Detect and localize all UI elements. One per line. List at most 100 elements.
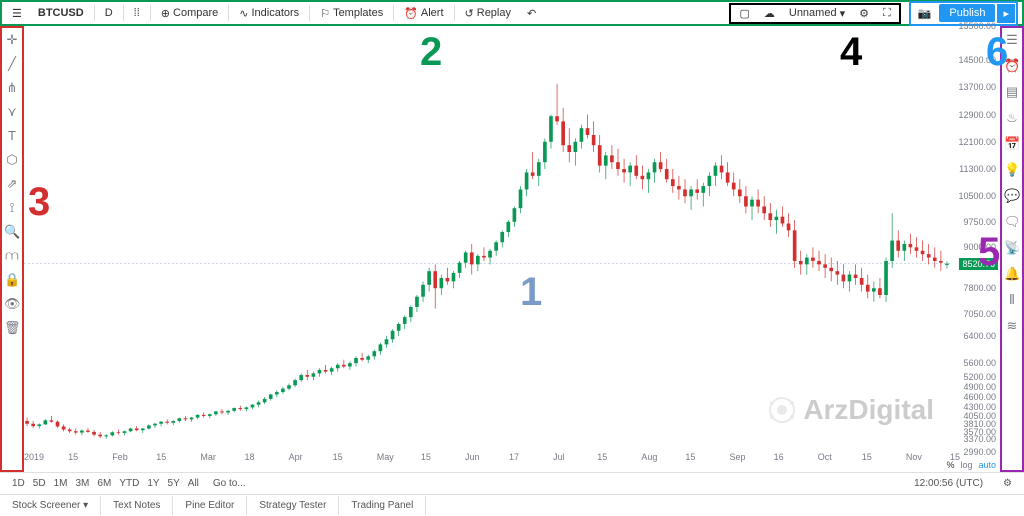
price-tick: 5200.00 xyxy=(963,372,996,382)
time-tick: 15 xyxy=(685,452,695,462)
pitchfork-icon[interactable]: ⋎ xyxy=(4,104,20,120)
time-axis[interactable]: 201915Feb15Mar18Apr15May15Jun17Jul15Aug1… xyxy=(24,452,950,472)
indicators-button[interactable]: ∿ Indicators xyxy=(233,5,305,22)
pattern-icon[interactable]: ⬡ xyxy=(4,152,20,168)
dom-icon[interactable]: ⫴ xyxy=(1004,292,1020,308)
time-tick: Apr xyxy=(289,452,303,462)
price-axis[interactable]: 15500.0014500.0013700.0012900.0012100.00… xyxy=(950,26,1000,452)
goto-button[interactable]: Go to... xyxy=(209,476,250,491)
time-tick: 15 xyxy=(156,452,166,462)
order-panel-icon[interactable]: ≋ xyxy=(1004,318,1020,334)
cursor-icon[interactable]: ✛ xyxy=(4,32,20,48)
interval-3M[interactable]: 3M xyxy=(72,476,94,491)
data-window-icon[interactable]: ▤ xyxy=(1004,84,1020,100)
templates-button[interactable]: ⚐ Templates xyxy=(314,5,389,22)
chart-canvas[interactable] xyxy=(24,26,950,452)
price-tick: 7800.00 xyxy=(963,283,996,293)
time-tick: Mar xyxy=(200,452,216,462)
percent-scale[interactable]: % xyxy=(946,460,954,470)
time-tick: 2019 xyxy=(24,452,44,462)
forecast-icon[interactable]: ⇗ xyxy=(4,176,20,192)
interval-YTD[interactable]: YTD xyxy=(115,476,143,491)
price-tick: 10500.00 xyxy=(958,191,996,201)
time-tick: 15 xyxy=(862,452,872,462)
time-tick: 15 xyxy=(333,452,343,462)
watchlist-icon[interactable]: ☰ xyxy=(1004,32,1020,48)
time-tick: Jul xyxy=(553,452,565,462)
interval-5D[interactable]: 5D xyxy=(29,476,50,491)
publish-button[interactable]: Publish xyxy=(939,4,995,22)
symbol-selector[interactable]: BTCUSD xyxy=(32,5,90,21)
chat-icon[interactable]: 💬 xyxy=(1004,188,1020,204)
current-price-badge: 8520.76 xyxy=(959,258,998,270)
interval-1D[interactable]: 1D xyxy=(8,476,29,491)
axis-settings-icon[interactable]: ⚙ xyxy=(999,476,1016,491)
hide-icon[interactable]: 👁 xyxy=(4,296,20,312)
time-tick: May xyxy=(377,452,394,462)
log-scale[interactable]: log xyxy=(960,460,972,470)
compare-button[interactable]: ⊕ Compare xyxy=(155,5,224,22)
drawing-toolbar: ✛ ╱ ⋔ ⋎ T ⬡ ⇗ ⟟ 🔍 ⩋ 🔒 👁 🗑 xyxy=(0,26,24,472)
measure-icon[interactable]: ⟟ xyxy=(4,200,20,216)
price-tick: 4900.00 xyxy=(963,382,996,392)
price-tick: 7050.00 xyxy=(963,309,996,319)
clock-label: 12:00:56 (UTC) xyxy=(914,478,983,489)
tab-trading-panel[interactable]: Trading Panel xyxy=(339,496,426,515)
scale-controls: % log auto xyxy=(946,460,996,470)
tab-pine-editor[interactable]: Pine Editor xyxy=(173,496,247,515)
auto-scale[interactable]: auto xyxy=(978,460,996,470)
undo-icon[interactable]: ↶ xyxy=(521,5,542,22)
features-toolbar: ☰ ⏰ ▤ ♨ 📅 💡 💬 🗨 📡 🔔 ⫴ ≋ xyxy=(1000,26,1024,472)
replay-button[interactable]: ↺ Replay xyxy=(459,5,517,22)
interval-All[interactable]: All xyxy=(184,476,203,491)
price-tick: 11300.00 xyxy=(959,164,996,174)
cloud-save-icon[interactable]: ☁ xyxy=(758,5,781,22)
settings-icon[interactable]: ⚙ xyxy=(853,5,875,22)
price-tick: 5600.00 xyxy=(963,358,996,368)
tab-stock-screener[interactable]: Stock Screener ▾ xyxy=(0,496,101,515)
hotlist-icon[interactable]: ♨ xyxy=(1004,110,1020,126)
trash-icon[interactable]: 🗑 xyxy=(4,320,20,336)
interval-1M[interactable]: 1M xyxy=(50,476,72,491)
price-tick: 2990.00 xyxy=(963,447,996,457)
publish-more-icon[interactable]: ▸ xyxy=(997,4,1015,23)
time-tick: Aug xyxy=(641,452,657,462)
lock-icon[interactable]: 🔒 xyxy=(4,272,20,288)
price-tick: 12100.00 xyxy=(958,137,996,147)
tab-text-notes[interactable]: Text Notes xyxy=(101,496,173,515)
text-icon[interactable]: T xyxy=(4,128,20,144)
zoom-icon[interactable]: 🔍 xyxy=(4,224,20,240)
time-tick: Jun xyxy=(465,452,480,462)
snapshot-icon[interactable]: 📷 xyxy=(912,5,938,22)
fib-icon[interactable]: ⋔ xyxy=(4,80,20,96)
interval-6M[interactable]: 6M xyxy=(93,476,115,491)
notifications-icon[interactable]: 🔔 xyxy=(1004,266,1020,282)
layout-name[interactable]: Unnamed ▾ xyxy=(783,5,851,22)
calendar-icon[interactable]: 📅 xyxy=(1004,136,1020,152)
layout-grid-icon[interactable]: ▢ xyxy=(733,5,755,22)
bottom-panel-tabs: Stock Screener ▾Text NotesPine EditorStr… xyxy=(0,494,1024,516)
private-chat-icon[interactable]: 🗨 xyxy=(1004,214,1020,230)
tab-strategy-tester[interactable]: Strategy Tester xyxy=(247,496,339,515)
magnet-icon[interactable]: ⩋ xyxy=(4,248,20,264)
trendline-icon[interactable]: ╱ xyxy=(4,56,20,72)
price-tick: 4600.00 xyxy=(963,392,996,402)
time-tick: Nov xyxy=(906,452,922,462)
price-tick: 13700.00 xyxy=(958,82,996,92)
price-tick: 12900.00 xyxy=(958,110,996,120)
interval-5Y[interactable]: 5Y xyxy=(164,476,184,491)
price-tick: 6400.00 xyxy=(963,331,996,341)
interval-selector[interactable]: D xyxy=(99,5,119,21)
ideas-icon[interactable]: 💡 xyxy=(1004,162,1020,178)
alerts-panel-icon[interactable]: ⏰ xyxy=(1004,58,1020,74)
alert-button[interactable]: ⏰ Alert xyxy=(398,5,449,22)
time-tick: 17 xyxy=(509,452,519,462)
stream-icon[interactable]: 📡 xyxy=(1004,240,1020,256)
interval-1Y[interactable]: 1Y xyxy=(143,476,163,491)
menu-icon[interactable]: ☰ xyxy=(6,5,28,22)
time-tick: Oct xyxy=(818,452,832,462)
fullscreen-icon[interactable]: ⛶ xyxy=(877,5,897,22)
price-tick: 9750.00 xyxy=(963,217,996,227)
candle-style-icon[interactable]: ⁞⁞ xyxy=(128,5,146,21)
time-tick: 15 xyxy=(421,452,431,462)
